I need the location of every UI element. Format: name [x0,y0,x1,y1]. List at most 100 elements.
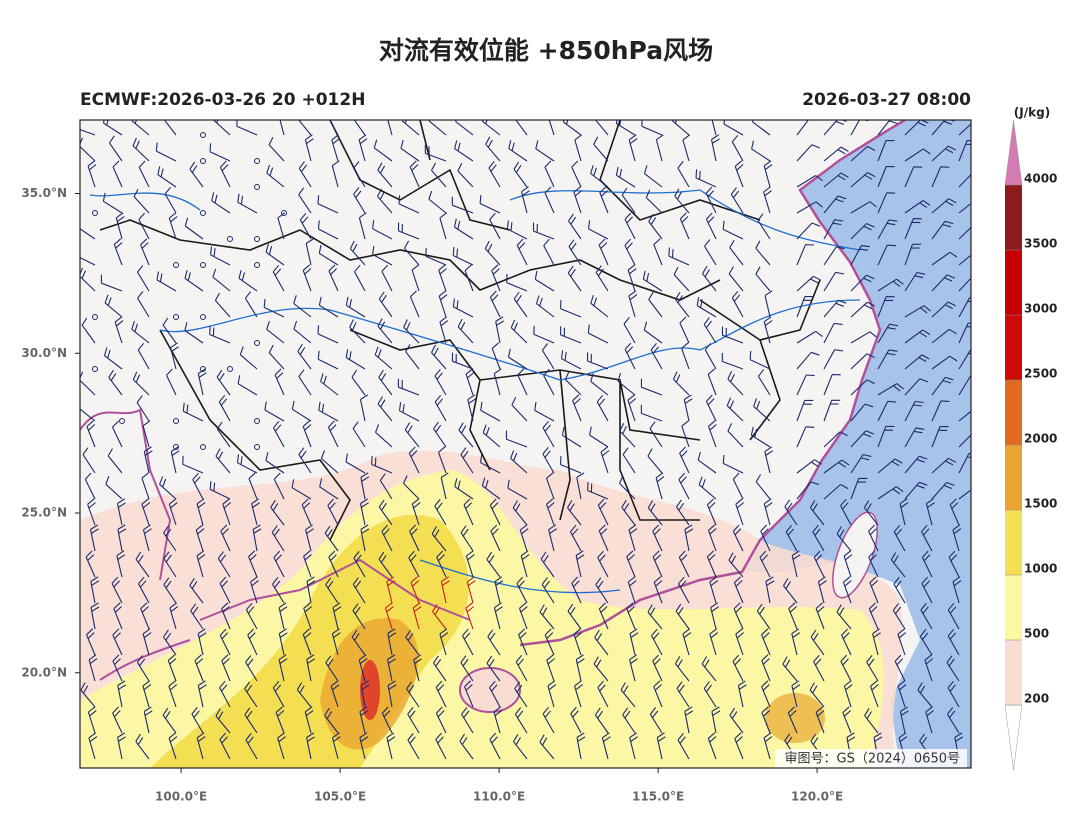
wind-barb [514,707,528,734]
wind-barb [273,472,285,500]
wind-barb [432,604,447,630]
wind-barb [904,481,928,500]
wind-barb [80,399,96,422]
wind-barb [628,290,638,318]
wind-barb [216,369,231,396]
wind-barb [842,706,852,734]
wind-barb [649,707,663,734]
wind-barb [403,319,420,344]
wind-barb [596,394,609,422]
wind-barb [823,146,849,162]
wind-barb [877,296,895,318]
wind-barb [785,524,798,552]
wind-barb [796,399,814,422]
wind-barb [352,603,366,630]
subtitle-right: 2026-03-27 08:00 [802,90,971,110]
wind-barb [454,478,474,500]
wind-barb [931,145,957,162]
wind-barb [796,374,815,396]
wind-barb [495,316,505,344]
wind-barb [817,576,827,604]
title: 对流有效位能 +850hPa风场 [379,36,713,65]
wind-barb [677,161,690,188]
wind-barb [925,498,935,526]
wind-barb [296,682,312,708]
wind-barb [535,140,555,162]
wind-barb [823,299,847,318]
coastline [519,120,906,647]
wind-barb [302,628,312,656]
wind-barb [655,134,664,162]
wind-barb [573,186,583,214]
wind-barb [590,373,609,396]
wind-barb [791,680,801,708]
wind-barb [169,602,179,630]
wind-barb [595,577,609,604]
wind-barb [594,629,609,656]
wind-barb [216,421,231,448]
wind-barb [238,269,258,292]
wind-barb [703,681,717,708]
wind-barb [681,420,690,448]
wind-barb [245,602,258,630]
wind-barb [221,602,231,630]
wind-barb [386,576,396,604]
sea [742,120,971,768]
wind-barb [358,654,368,682]
wind-barb [219,576,231,604]
wind-barb [815,602,825,630]
wind-barb [80,682,96,708]
wind-barb [453,218,474,240]
wind-barb [452,298,474,318]
wind-barb [823,399,841,422]
wind-barb [317,350,339,370]
wind-barb [214,292,231,318]
calm-wind [200,444,206,450]
wind-barbs [80,120,971,760]
wind-barb [218,394,231,422]
wind-barb [80,248,96,266]
wind-barb [351,369,366,396]
wind-barb [877,219,898,240]
wind-barb [931,457,957,474]
wind-barb [325,577,339,604]
wind-barb [215,708,231,734]
calm-wind [254,444,260,450]
wind-barb [263,298,285,318]
wind-barb [306,654,316,682]
wind-barb [809,682,825,708]
wind-barb [653,576,663,604]
wind-barb [571,160,582,188]
wind-barb [520,186,530,214]
wind-barb [454,140,474,162]
wind-barb [655,472,665,500]
wind-barb [298,369,312,396]
wind-barb [547,680,557,708]
wind-barb [548,524,558,552]
wind-barb [850,145,876,162]
wind-barb [684,524,694,552]
wind-barb [545,498,555,526]
wind-barb [452,246,474,266]
wind-barb [728,266,744,292]
wind-barb [796,426,815,448]
wind-barb [493,368,502,396]
wind-barb [490,524,501,552]
wind-barb [653,680,663,708]
wind-barb [710,134,720,162]
wind-barb [621,499,636,526]
wind-barb [850,201,877,214]
wind-barb [105,476,123,500]
wind-barb [467,394,477,422]
wind-barb [796,275,822,292]
wind-barb [624,238,636,266]
wind-barb [489,680,501,708]
wind-barb [384,602,394,630]
wind-barb [184,322,204,344]
wind-barb [349,240,366,266]
wind-barb [877,139,895,162]
wind-barb [330,680,340,708]
wind-barb [318,401,339,422]
wind-barb [705,186,717,214]
calm-wind [173,314,179,320]
